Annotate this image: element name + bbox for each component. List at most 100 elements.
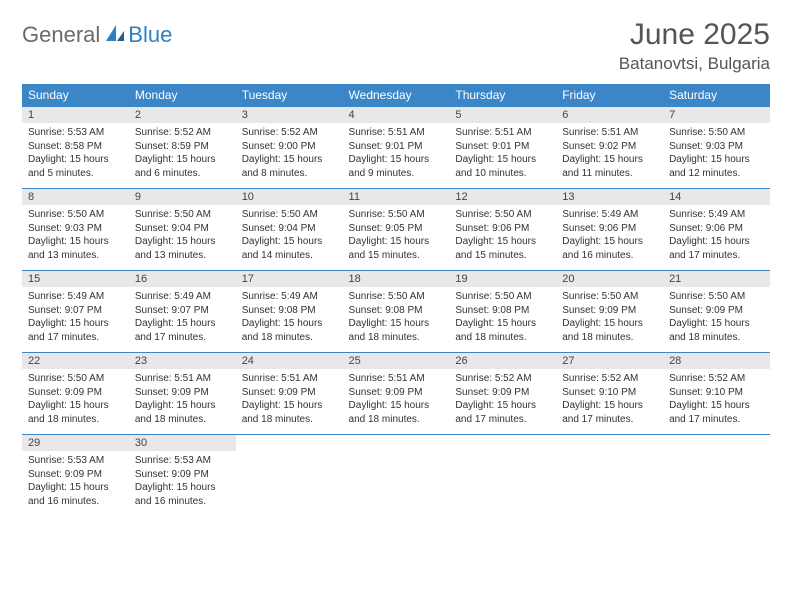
daynum-row: 15161718192021 (22, 271, 770, 288)
day-cell: Sunrise: 5:52 AMSunset: 9:10 PMDaylight:… (663, 369, 770, 435)
day-cell: Sunrise: 5:51 AMSunset: 9:01 PMDaylight:… (343, 123, 450, 189)
day-number (556, 435, 663, 452)
sunrise-text: Sunrise: 5:50 AM (242, 208, 337, 222)
day-number: 19 (449, 271, 556, 288)
day-number: 24 (236, 353, 343, 370)
day-number: 23 (129, 353, 236, 370)
sunrise-text: Sunrise: 5:50 AM (455, 208, 550, 222)
day-cell: Sunrise: 5:50 AMSunset: 9:05 PMDaylight:… (343, 205, 450, 271)
logo: General Blue (22, 22, 172, 48)
day-number (449, 435, 556, 452)
day-number: 10 (236, 189, 343, 206)
day-cell (556, 451, 663, 516)
sunset-text: Sunset: 9:01 PM (455, 140, 550, 154)
sunrise-text: Sunrise: 5:51 AM (562, 126, 657, 140)
sunrise-text: Sunrise: 5:50 AM (135, 208, 230, 222)
daynum-row: 2930 (22, 435, 770, 452)
day-cell: Sunrise: 5:53 AMSunset: 9:09 PMDaylight:… (129, 451, 236, 516)
day-cell (663, 451, 770, 516)
day-number: 4 (343, 107, 450, 124)
daylight-text: Daylight: 15 hours and 17 minutes. (562, 399, 657, 426)
day-number: 20 (556, 271, 663, 288)
sunset-text: Sunset: 9:05 PM (349, 222, 444, 236)
sunset-text: Sunset: 9:04 PM (242, 222, 337, 236)
daylight-text: Daylight: 15 hours and 5 minutes. (28, 153, 123, 180)
day-number: 30 (129, 435, 236, 452)
day-number: 11 (343, 189, 450, 206)
daylight-text: Daylight: 15 hours and 16 minutes. (562, 235, 657, 262)
sunset-text: Sunset: 8:59 PM (135, 140, 230, 154)
weekday-header: Monday (129, 84, 236, 107)
daylight-text: Daylight: 15 hours and 12 minutes. (669, 153, 764, 180)
day-number: 7 (663, 107, 770, 124)
day-number: 5 (449, 107, 556, 124)
sunrise-text: Sunrise: 5:51 AM (135, 372, 230, 386)
day-number: 18 (343, 271, 450, 288)
daylight-text: Daylight: 15 hours and 10 minutes. (455, 153, 550, 180)
title-block: June 2025 Batanovtsi, Bulgaria (619, 18, 770, 74)
sunset-text: Sunset: 9:09 PM (669, 304, 764, 318)
day-cell: Sunrise: 5:50 AMSunset: 9:06 PMDaylight:… (449, 205, 556, 271)
sunrise-text: Sunrise: 5:51 AM (349, 126, 444, 140)
weekday-header-row: SundayMondayTuesdayWednesdayThursdayFrid… (22, 84, 770, 107)
day-number: 22 (22, 353, 129, 370)
day-number: 2 (129, 107, 236, 124)
daylight-text: Daylight: 15 hours and 18 minutes. (242, 317, 337, 344)
sunrise-text: Sunrise: 5:50 AM (349, 208, 444, 222)
sunrise-text: Sunrise: 5:53 AM (28, 454, 123, 468)
day-number: 3 (236, 107, 343, 124)
sunset-text: Sunset: 9:09 PM (135, 468, 230, 482)
sunrise-text: Sunrise: 5:50 AM (669, 126, 764, 140)
day-cell: Sunrise: 5:51 AMSunset: 9:02 PMDaylight:… (556, 123, 663, 189)
day-number: 25 (343, 353, 450, 370)
sunset-text: Sunset: 9:03 PM (28, 222, 123, 236)
sunset-text: Sunset: 9:04 PM (135, 222, 230, 236)
day-cell: Sunrise: 5:50 AMSunset: 9:08 PMDaylight:… (343, 287, 450, 353)
day-number: 6 (556, 107, 663, 124)
day-cell: Sunrise: 5:50 AMSunset: 9:04 PMDaylight:… (129, 205, 236, 271)
weekday-header: Sunday (22, 84, 129, 107)
sunset-text: Sunset: 9:06 PM (455, 222, 550, 236)
daylight-text: Daylight: 15 hours and 18 minutes. (562, 317, 657, 344)
day-cell (343, 451, 450, 516)
day-cell: Sunrise: 5:49 AMSunset: 9:07 PMDaylight:… (129, 287, 236, 353)
sunrise-text: Sunrise: 5:52 AM (242, 126, 337, 140)
sunrise-text: Sunrise: 5:51 AM (349, 372, 444, 386)
sunrise-text: Sunrise: 5:52 AM (669, 372, 764, 386)
sunrise-text: Sunrise: 5:50 AM (562, 290, 657, 304)
daylight-text: Daylight: 15 hours and 17 minutes. (669, 399, 764, 426)
daylight-text: Daylight: 15 hours and 16 minutes. (135, 481, 230, 508)
weekday-header: Friday (556, 84, 663, 107)
sunset-text: Sunset: 9:08 PM (242, 304, 337, 318)
sunset-text: Sunset: 9:03 PM (669, 140, 764, 154)
daylight-text: Daylight: 15 hours and 14 minutes. (242, 235, 337, 262)
sunrise-text: Sunrise: 5:52 AM (455, 372, 550, 386)
weekday-header: Thursday (449, 84, 556, 107)
sunset-text: Sunset: 9:09 PM (242, 386, 337, 400)
day-number: 26 (449, 353, 556, 370)
calendar-body: 1234567Sunrise: 5:53 AMSunset: 8:58 PMDa… (22, 107, 770, 517)
sunrise-text: Sunrise: 5:50 AM (28, 208, 123, 222)
day-number (663, 435, 770, 452)
header: General Blue June 2025 Batanovtsi, Bulga… (22, 18, 770, 74)
sunset-text: Sunset: 9:02 PM (562, 140, 657, 154)
day-number: 28 (663, 353, 770, 370)
sunrise-text: Sunrise: 5:52 AM (135, 126, 230, 140)
day-cell: Sunrise: 5:51 AMSunset: 9:01 PMDaylight:… (449, 123, 556, 189)
daycell-row: Sunrise: 5:50 AMSunset: 9:03 PMDaylight:… (22, 205, 770, 271)
daylight-text: Daylight: 15 hours and 9 minutes. (349, 153, 444, 180)
day-number: 15 (22, 271, 129, 288)
day-cell: Sunrise: 5:52 AMSunset: 8:59 PMDaylight:… (129, 123, 236, 189)
daylight-text: Daylight: 15 hours and 18 minutes. (455, 317, 550, 344)
day-number: 17 (236, 271, 343, 288)
daylight-text: Daylight: 15 hours and 8 minutes. (242, 153, 337, 180)
day-cell: Sunrise: 5:52 AMSunset: 9:10 PMDaylight:… (556, 369, 663, 435)
daylight-text: Daylight: 15 hours and 18 minutes. (242, 399, 337, 426)
daylight-text: Daylight: 15 hours and 17 minutes. (28, 317, 123, 344)
sunset-text: Sunset: 9:07 PM (28, 304, 123, 318)
day-number: 27 (556, 353, 663, 370)
day-cell: Sunrise: 5:50 AMSunset: 9:03 PMDaylight:… (22, 205, 129, 271)
daylight-text: Daylight: 15 hours and 13 minutes. (135, 235, 230, 262)
day-number: 8 (22, 189, 129, 206)
sunrise-text: Sunrise: 5:51 AM (242, 372, 337, 386)
